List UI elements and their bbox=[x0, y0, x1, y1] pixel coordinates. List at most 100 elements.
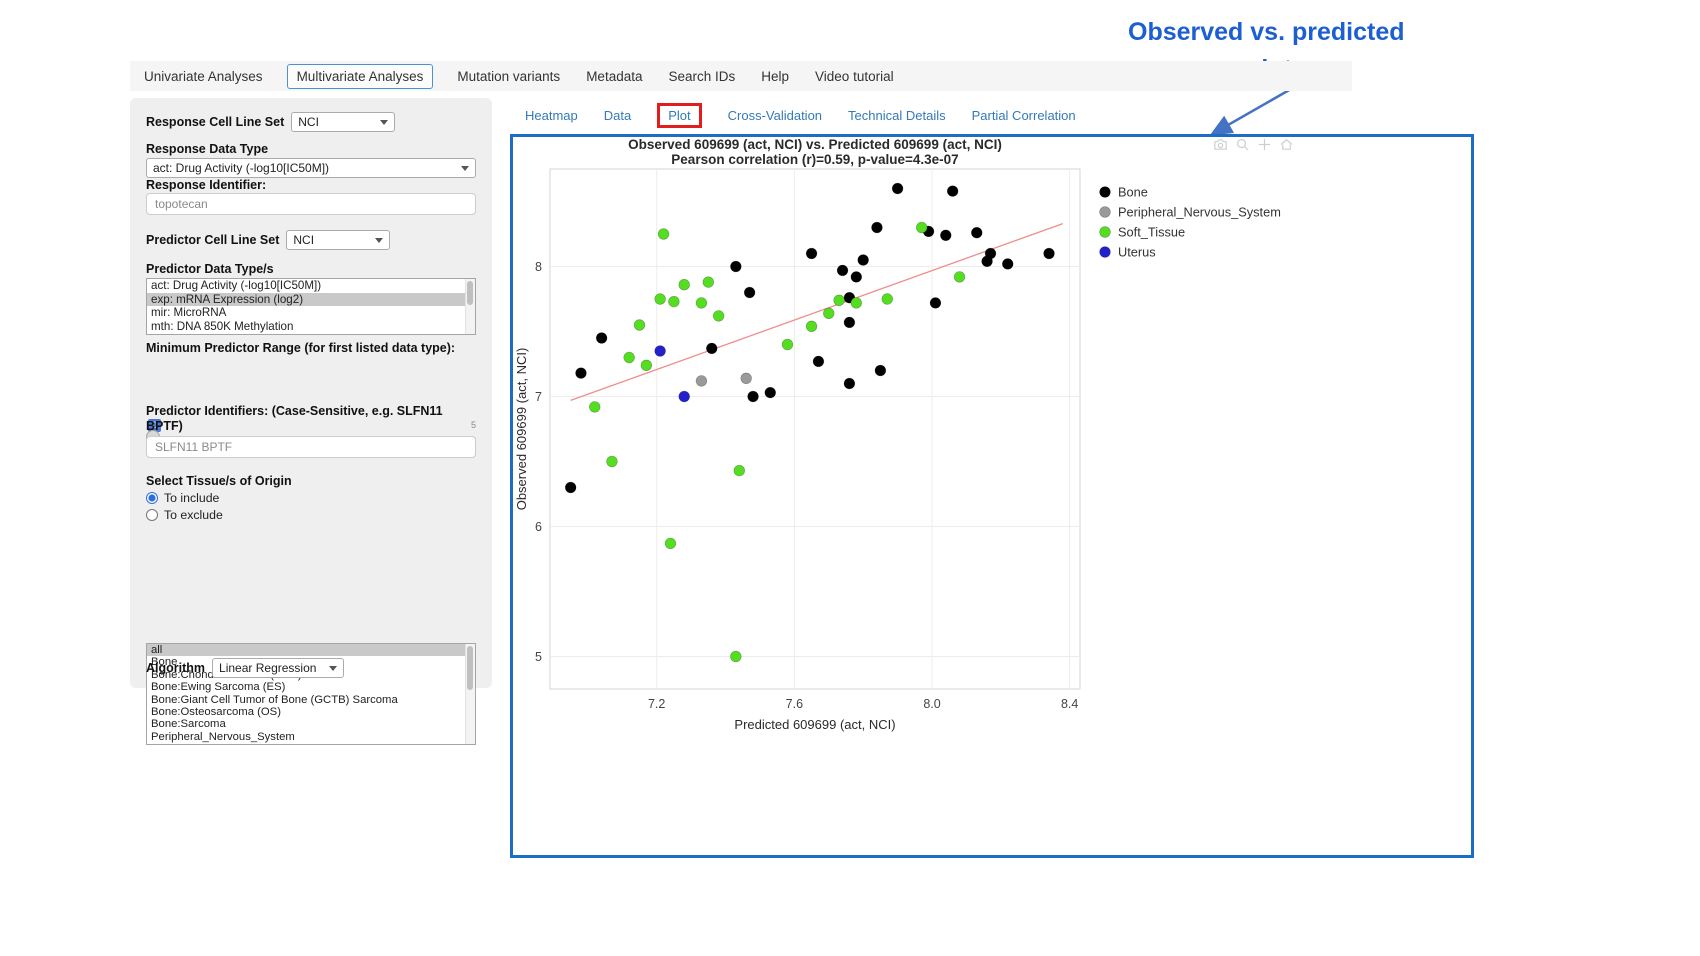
x-tick-label: 8.4 bbox=[1061, 697, 1078, 711]
tissue-option-bone[interactable]: Bone bbox=[151, 656, 178, 669]
to-include-radio[interactable] bbox=[146, 492, 158, 504]
data-point-soft-tissue bbox=[664, 537, 677, 550]
annotation-line1: Observed vs. predicted bbox=[1128, 18, 1405, 46]
y-axis-label: Observed 609699 (act, NCI) bbox=[514, 348, 529, 511]
result-tab-cross-validation[interactable]: Cross-Validation bbox=[727, 108, 823, 123]
result-tab-technical-details[interactable]: Technical Details bbox=[848, 108, 946, 123]
legend-swatch-soft-tissue[interactable] bbox=[1099, 226, 1111, 238]
plot-output-panel: 7.2 7.6 8.0 8.4 5 6 7 8 Observed 609699 (act, NC… bbox=[510, 134, 1474, 858]
y-tick-label: 8 bbox=[535, 260, 542, 274]
nav-tab-video-tutorial[interactable]: Video tutorial bbox=[815, 68, 894, 84]
chevron-down-icon bbox=[380, 119, 389, 125]
result-tab-plot[interactable]: Plot bbox=[657, 103, 702, 128]
plot-area bbox=[549, 168, 1081, 690]
data-point-bone bbox=[857, 254, 869, 266]
response-identifier-input[interactable] bbox=[146, 193, 476, 215]
result-tab-heatmap[interactable]: Heatmap bbox=[525, 108, 578, 123]
plot-modebar bbox=[1213, 137, 1294, 152]
legend-label-uterus[interactable]: Uterus bbox=[1118, 245, 1156, 260]
tissue-option-bone-ewing-sarcoma-es[interactable]: Bone:Ewing Sarcoma (ES) bbox=[151, 681, 286, 694]
data-point-bone bbox=[891, 182, 904, 195]
data-point-bone bbox=[836, 264, 849, 277]
to-include-radio-row[interactable]: To include bbox=[146, 491, 476, 505]
data-point-bone bbox=[595, 332, 608, 344]
scrollbar-thumb[interactable] bbox=[467, 281, 473, 305]
algorithm-select[interactable]: Linear Regression bbox=[212, 658, 345, 678]
zoom-icon[interactable] bbox=[1235, 137, 1250, 152]
algorithm-label: Algorithm bbox=[146, 660, 206, 675]
tissue-option-peripheral-nervous-system[interactable]: Peripheral_Nervous_System bbox=[151, 730, 295, 743]
nav-tab-univariate-analyses[interactable]: Univariate Analyses bbox=[144, 68, 263, 84]
result-tab-partial-correlation[interactable]: Partial Correlation bbox=[971, 108, 1076, 123]
legend-label-peripheral-nervous-system[interactable]: Peripheral_Nervous_System bbox=[1118, 205, 1281, 220]
algorithm-value: Linear Regression bbox=[219, 661, 317, 675]
scrollbar[interactable] bbox=[465, 644, 475, 744]
y-tick-label: 7 bbox=[535, 390, 542, 404]
data-point-bone bbox=[971, 226, 983, 239]
scrollbar[interactable] bbox=[465, 279, 475, 334]
response-data-type-select[interactable]: act: Drug Activity (-log10[IC50M]) bbox=[146, 158, 476, 178]
home-icon[interactable] bbox=[1279, 137, 1294, 152]
to-exclude-radio[interactable] bbox=[146, 509, 158, 521]
y-tick-label: 6 bbox=[535, 520, 542, 534]
data-point-bone bbox=[706, 342, 718, 355]
legend-swatch-uterus[interactable] bbox=[1099, 246, 1111, 258]
nav-tab-search-ids[interactable]: Search IDs bbox=[668, 68, 736, 84]
x-axis-label: Predicted 609699 (act, NCI) bbox=[734, 717, 895, 732]
data-point-bone bbox=[929, 297, 942, 309]
sidebar-form: Response Cell Line Set NCI Response Data… bbox=[130, 98, 492, 745]
predictor-data-type-option-act-drug-activity-log10-ic50m[interactable]: act: Drug Activity (-log10[IC50M]) bbox=[151, 279, 322, 292]
predictor-cell-line-set-value: NCI bbox=[293, 233, 315, 247]
data-point-soft-tissue bbox=[589, 401, 601, 413]
predictor-cell-line-set-select[interactable]: NCI bbox=[286, 230, 391, 250]
legend-label-bone[interactable]: Bone bbox=[1118, 185, 1148, 200]
tissue-option-bone-sarcoma[interactable]: Bone:Sarcoma bbox=[151, 718, 226, 731]
pan-icon[interactable] bbox=[1257, 137, 1272, 152]
tissue-option-bone-osteosarcoma-os[interactable]: Bone:Osteosarcoma (OS) bbox=[151, 706, 281, 719]
tissue-option-all[interactable]: all bbox=[147, 644, 475, 657]
regression-line bbox=[570, 222, 1064, 402]
response-cell-line-set-value: NCI bbox=[298, 115, 319, 129]
tissue-option-bone-giant-cell-tumor-of-bone-gctb-sarcoma[interactable]: Bone:Giant Cell Tumor of Bone (GCTB) Sar… bbox=[151, 693, 398, 706]
nav-tab-metadata[interactable]: Metadata bbox=[586, 68, 643, 84]
x-tick-label: 7.6 bbox=[786, 697, 803, 711]
chevron-down-icon bbox=[329, 665, 338, 671]
slider-max-label: 5 bbox=[470, 420, 476, 430]
chevron-down-icon bbox=[461, 165, 469, 171]
response-data-type-value: act: Drug Activity (-log10[IC50M]) bbox=[153, 161, 330, 175]
chart-title: Observed 609699 (act, NCI) vs. Predicted… bbox=[628, 137, 1002, 152]
min-predictor-range-label: Minimum Predictor Range (for first liste… bbox=[146, 341, 456, 355]
legend-label-soft-tissue[interactable]: Soft_Tissue bbox=[1118, 225, 1185, 240]
response-cell-line-set-select[interactable]: NCI bbox=[291, 112, 396, 132]
predictor-data-type-option-mir-microrna[interactable]: mir: MicroRNA bbox=[151, 306, 227, 319]
data-point-bone bbox=[843, 316, 856, 329]
nav-tab-multivariate-analyses[interactable]: Multivariate Analyses bbox=[286, 63, 434, 89]
predictor-data-types-listbox[interactable]: act: Drug Activity (-log10[IC50M]) exp: m… bbox=[146, 278, 476, 335]
scrollbar-thumb[interactable] bbox=[467, 646, 473, 690]
response-identifier-label: Response Identifier: bbox=[146, 178, 267, 192]
predictor-data-type-option-exp-mrna-expression-log2[interactable]: exp: mRNA Expression (log2) bbox=[147, 292, 475, 306]
data-point-uterus bbox=[678, 390, 690, 403]
to-include-label: To include bbox=[164, 491, 220, 505]
data-point-bone bbox=[743, 286, 756, 299]
camera-icon[interactable] bbox=[1213, 137, 1228, 152]
nav-tab-help[interactable]: Help bbox=[761, 68, 790, 84]
data-point-bone bbox=[871, 221, 883, 234]
nav-tab-mutation-variants[interactable]: Mutation variants bbox=[457, 68, 561, 84]
x-tick-label: 7.2 bbox=[648, 697, 665, 711]
data-point-bone bbox=[981, 255, 993, 268]
response-cell-line-set-label: Response Cell Line Set bbox=[146, 114, 285, 129]
data-point-bone bbox=[850, 271, 862, 283]
data-point-soft-tissue bbox=[915, 221, 928, 234]
predictor-identifiers-input[interactable] bbox=[146, 436, 476, 458]
scatter-plot: 7.2 7.6 8.0 8.4 5 6 7 8 Observed 609699 (act, NC… bbox=[514, 137, 1281, 732]
legend-swatch-bone[interactable] bbox=[1099, 186, 1111, 198]
data-point-soft-tissue bbox=[730, 650, 742, 663]
predictor-data-type-option-mth-dna-850k-methylation[interactable]: mth: DNA 850K Methylation bbox=[151, 319, 294, 333]
result-tab-data[interactable]: Data bbox=[603, 108, 632, 123]
data-point-soft-tissue bbox=[712, 310, 725, 322]
legend-swatch-peripheral-nervous-system[interactable] bbox=[1099, 206, 1111, 218]
to-exclude-radio-row[interactable]: To exclude bbox=[146, 508, 476, 522]
data-point-bone bbox=[564, 481, 577, 494]
